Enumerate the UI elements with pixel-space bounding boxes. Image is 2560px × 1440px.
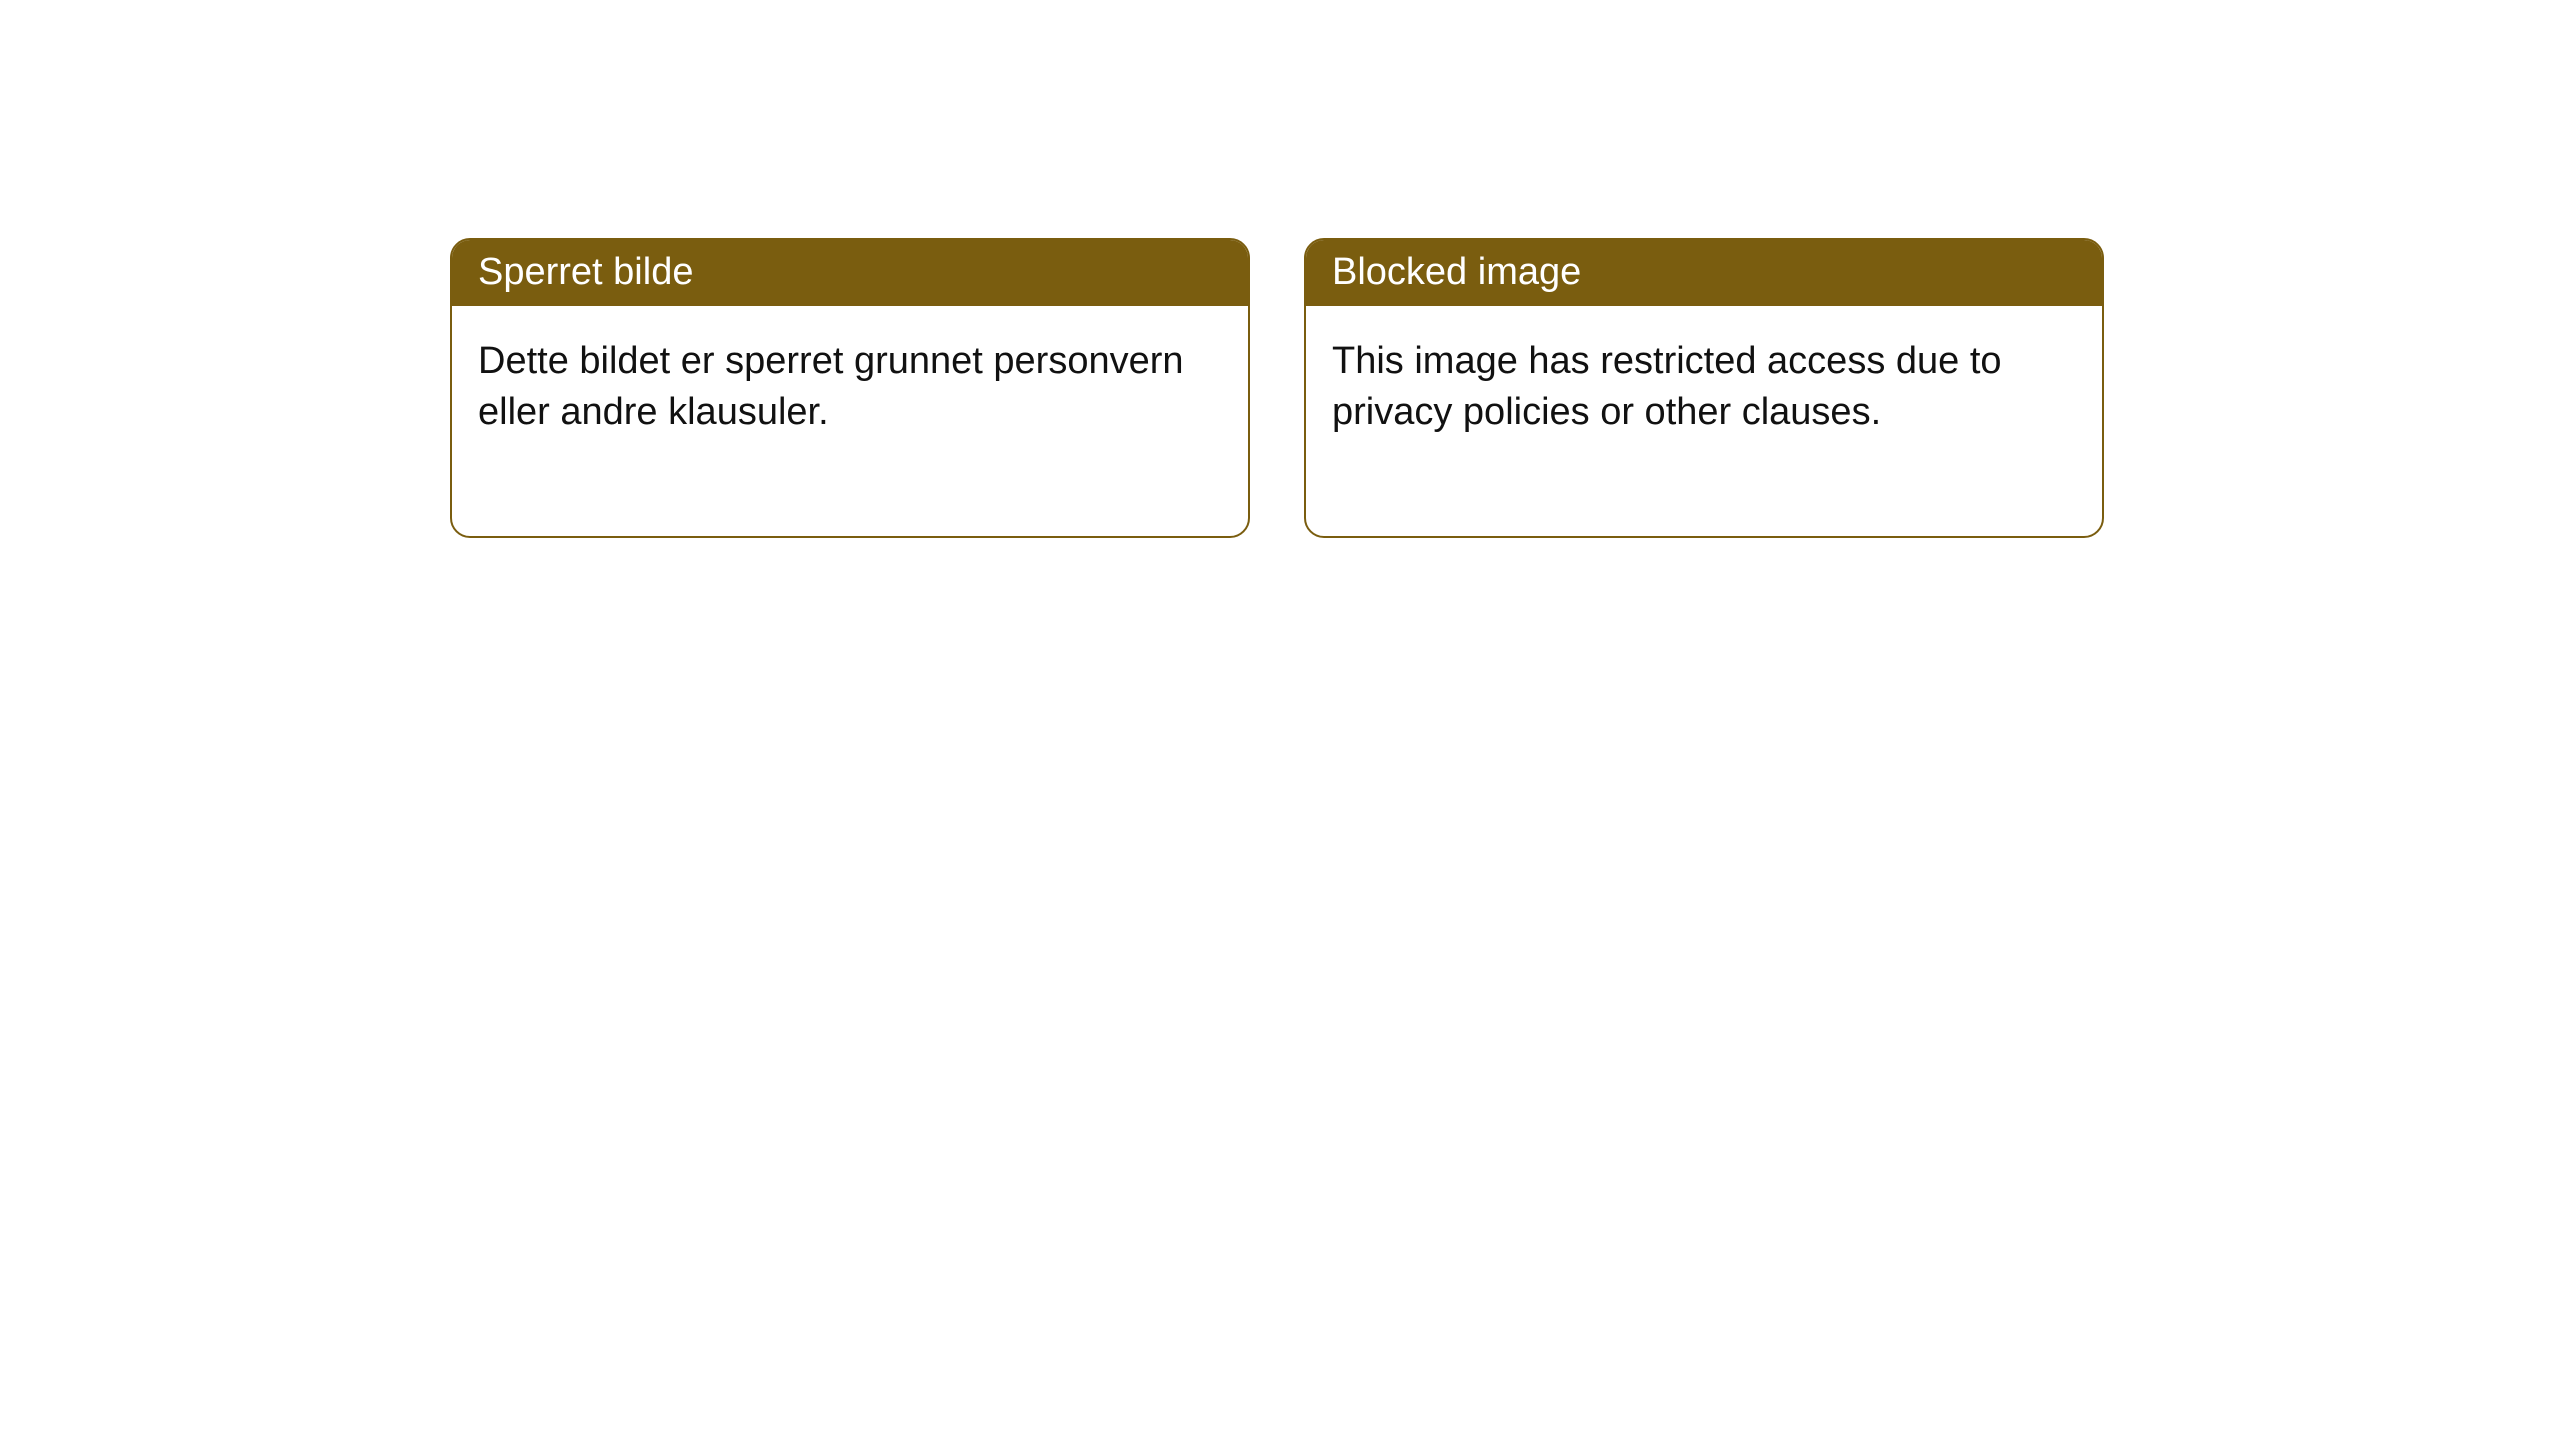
card-body-english: This image has restricted access due to … [1306, 306, 2102, 536]
card-title-norwegian: Sperret bilde [478, 251, 693, 293]
card-body-norwegian: Dette bildet er sperret grunnet personve… [452, 306, 1248, 536]
blocked-image-card-norwegian: Sperret bilde Dette bildet er sperret gr… [450, 238, 1250, 538]
notice-container: Sperret bilde Dette bildet er sperret gr… [0, 0, 2560, 538]
blocked-image-card-english: Blocked image This image has restricted … [1304, 238, 2104, 538]
card-header-norwegian: Sperret bilde [452, 240, 1248, 306]
card-message-norwegian: Dette bildet er sperret grunnet personve… [478, 340, 1184, 433]
card-title-english: Blocked image [1332, 251, 1581, 293]
card-message-english: This image has restricted access due to … [1332, 340, 2002, 433]
card-header-english: Blocked image [1306, 240, 2102, 306]
